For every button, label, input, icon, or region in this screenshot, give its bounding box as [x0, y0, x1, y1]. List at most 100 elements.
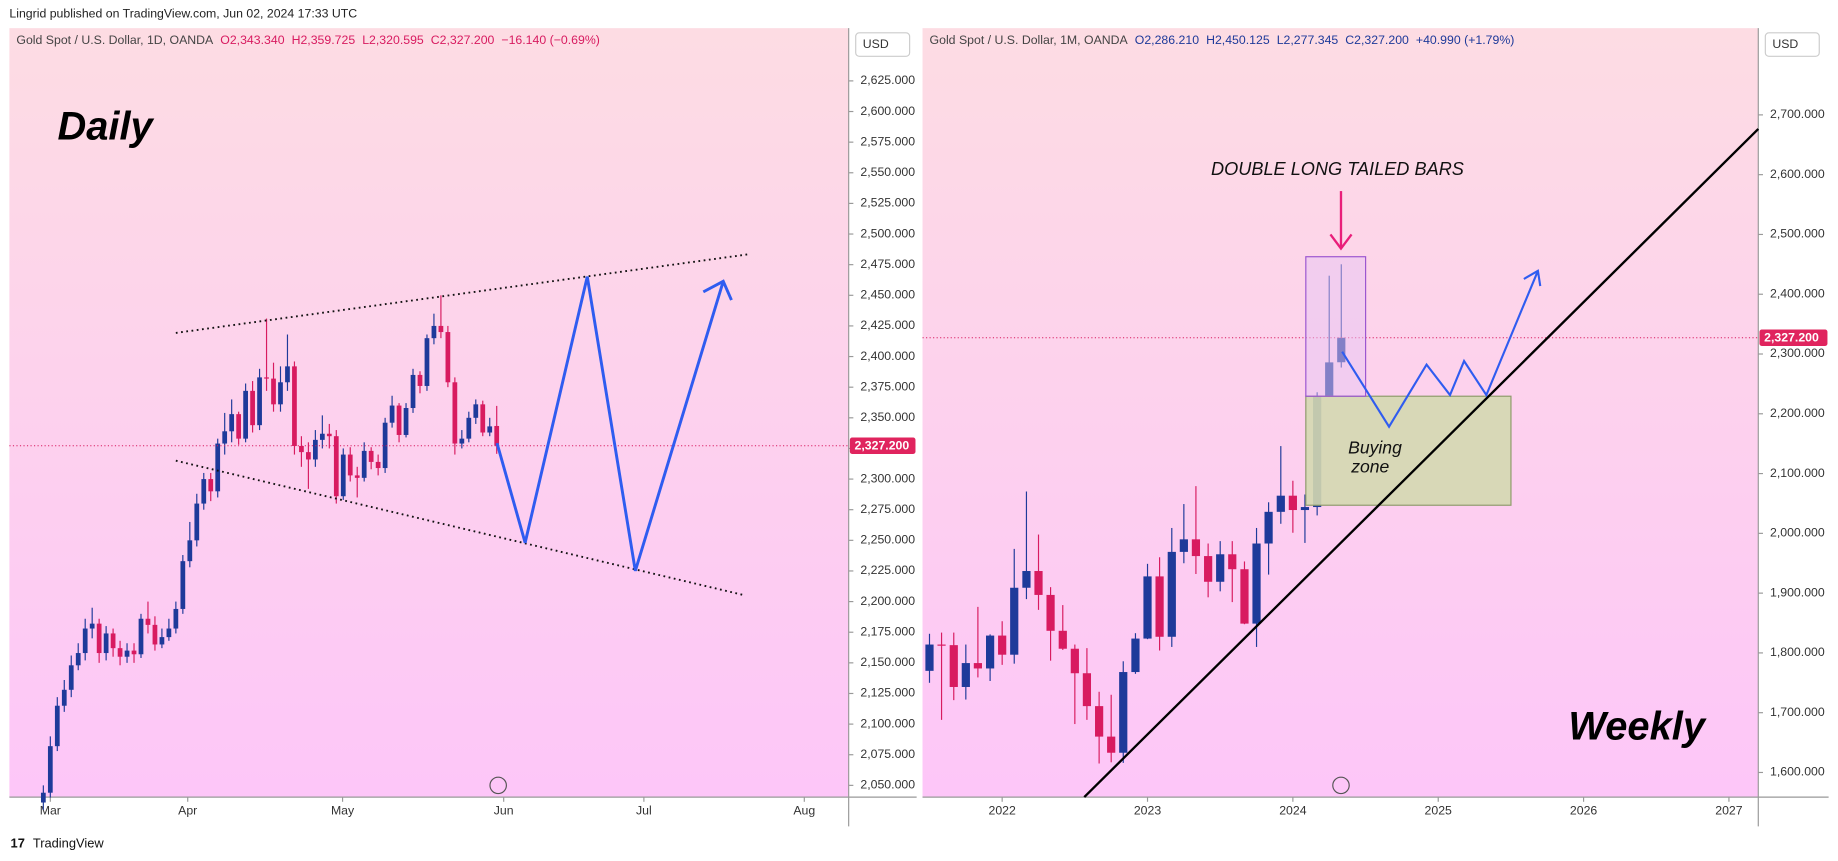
candle-body [1179, 539, 1188, 552]
candle-body [257, 377, 262, 426]
publish-info: Lingrid published on TradingView.com, Ju… [9, 6, 357, 20]
event-icon[interactable] [489, 776, 507, 795]
y-tick-label: 2,250.000 [860, 533, 915, 547]
x-tick-label: 2027 [1715, 803, 1743, 817]
candle-body [1119, 672, 1128, 753]
ohlc-value: L2,320.595 [362, 33, 424, 47]
candle-body [403, 408, 409, 435]
y-tick-label: 2,100.000 [1770, 466, 1825, 480]
y-tick-label: 2,175.000 [860, 624, 915, 638]
y-tick-label: 2,200.000 [1770, 406, 1825, 420]
candle-body [82, 628, 88, 654]
candle-body [47, 746, 53, 793]
ohlc-value: C2,327.200 [431, 33, 495, 47]
candle-body [208, 479, 214, 492]
candle-body [215, 443, 221, 492]
zone-label: zone [1350, 456, 1389, 476]
candle-body [466, 417, 472, 439]
candle-body [1070, 648, 1079, 674]
y-tick-label: 2,450.000 [860, 288, 915, 302]
symbol-title: Gold Spot / U.S. Dollar, 1D, OANDA [16, 33, 214, 47]
ohlc-value: H2,450.125 [1206, 33, 1270, 47]
y-tick-label: 2,575.000 [860, 134, 915, 148]
candle-body [194, 503, 200, 541]
candle-body [222, 431, 228, 444]
arrow-head [702, 279, 733, 301]
candle-body [445, 332, 451, 383]
candle-body [1216, 554, 1225, 582]
event-icon[interactable] [1332, 776, 1350, 795]
candle-body [375, 461, 381, 469]
price-axis-background [1758, 28, 1829, 827]
candle-body [354, 475, 360, 478]
candle-body [1240, 569, 1249, 624]
candle-body [292, 366, 297, 446]
candle-body [473, 404, 479, 418]
candle-body [180, 561, 186, 609]
candle-body [1252, 543, 1261, 624]
candle-body [236, 414, 242, 439]
candle-body [103, 633, 109, 654]
candle-body [75, 653, 81, 666]
y-tick-label: 2,000.000 [1770, 526, 1825, 540]
candle-body [152, 624, 158, 645]
ohlc-value: L2,277.345 [1277, 33, 1339, 47]
ohlc-value: −16.140 (−0.69%) [501, 33, 599, 47]
zone-label: Buying [1348, 438, 1402, 458]
y-tick-label: 2,425.000 [860, 318, 915, 332]
candle-body [1155, 576, 1164, 637]
currency-box [1764, 32, 1820, 57]
candle-body [480, 404, 486, 433]
y-tick-label: 2,600.000 [860, 104, 915, 118]
candle-body [1022, 571, 1031, 588]
candle-body [1191, 539, 1201, 557]
candle-body [424, 338, 430, 386]
candle-body [1143, 576, 1152, 639]
candle-body [431, 325, 437, 339]
price-tag [1759, 329, 1828, 346]
y-tick-label: 2,200.000 [860, 594, 915, 608]
candle-body [166, 628, 172, 638]
y-tick-label: 2,625.000 [860, 73, 915, 87]
candle-body [1046, 594, 1055, 631]
ohlc-value: O2,343.340 [220, 33, 284, 47]
y-tick-label: 2,300.000 [860, 471, 915, 485]
arrow-head [1329, 233, 1353, 251]
time-axis-background [922, 797, 1759, 827]
brand: TradingView [33, 835, 105, 850]
candle-body [54, 705, 60, 747]
candle-body [340, 454, 346, 497]
candle-body [1167, 551, 1176, 637]
chart-header: Gold Spot / U.S. Dollar, 1M, OANDA O2,286… [930, 33, 1515, 47]
annotation: DOUBLE LONG TAILED BARS [1211, 159, 1464, 179]
x-tick-label: May [331, 803, 355, 817]
candle-body [333, 436, 339, 497]
y-tick-label: 1,900.000 [1770, 585, 1825, 599]
candle-body [986, 635, 995, 669]
candle-body [396, 405, 402, 435]
ohlc-value: O2,286.210 [1135, 33, 1199, 47]
y-tick-label: 2,600.000 [1770, 167, 1825, 181]
candle-body [410, 374, 416, 409]
candle-body [459, 438, 465, 444]
candle-body [159, 637, 165, 645]
y-tick-label: 2,275.000 [860, 502, 915, 516]
candle-body [131, 650, 137, 655]
x-tick-label: 2023 [1134, 803, 1162, 817]
y-tick-label: 2,300.000 [1770, 346, 1825, 360]
candle-body [361, 450, 367, 478]
panel-background [9, 28, 849, 798]
candle-body [61, 689, 67, 706]
candle-body [1276, 495, 1285, 512]
chart-label: Weekly [1568, 705, 1706, 749]
candle-body [326, 433, 332, 437]
candle-body [949, 645, 958, 687]
trendline-upper [175, 253, 748, 334]
candle-body [264, 377, 269, 379]
candle-body [299, 445, 304, 453]
candle-body [368, 450, 374, 462]
x-tick-label: Aug [793, 803, 815, 817]
price-axis-background [848, 28, 917, 827]
